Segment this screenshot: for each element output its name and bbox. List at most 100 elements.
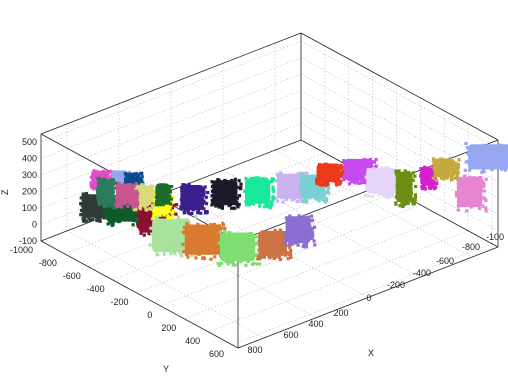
data-point (243, 253, 247, 257)
data-point (159, 232, 163, 236)
data-point (405, 176, 409, 180)
data-point (251, 243, 255, 247)
data-point (133, 191, 137, 195)
data-point (371, 195, 375, 199)
data-point (130, 195, 134, 199)
data-point (171, 195, 175, 199)
data-point (134, 219, 139, 223)
data-point (140, 204, 144, 208)
data-point (365, 184, 369, 188)
data-point (257, 253, 261, 257)
data-point (450, 178, 454, 182)
data-point (300, 173, 304, 177)
data-point (247, 249, 251, 253)
data-point (468, 168, 472, 172)
data-point (167, 223, 171, 227)
data-point (456, 166, 460, 170)
data-point (320, 183, 324, 187)
data-point (389, 185, 393, 189)
data-point (201, 238, 205, 242)
data-point (343, 166, 347, 170)
data-point (149, 184, 153, 188)
data-point (258, 233, 262, 237)
data-point (431, 185, 435, 189)
data-point (83, 204, 87, 208)
data-point (311, 174, 315, 178)
data-point (215, 193, 219, 197)
data-point (194, 256, 198, 260)
data-point (150, 193, 154, 197)
point-cluster (95, 177, 119, 210)
data-point (425, 168, 429, 172)
data-point (478, 192, 482, 196)
data-point (166, 204, 170, 209)
data-point (271, 187, 275, 192)
data-point (297, 214, 301, 218)
data-point (274, 246, 278, 250)
data-point (373, 184, 377, 188)
wall-grid-line (40, 73, 302, 176)
data-point (313, 243, 317, 247)
data-point (145, 205, 149, 209)
y-tick-label: -200 (110, 297, 128, 307)
data-point (380, 166, 384, 170)
data-point (308, 189, 312, 193)
data-point (475, 202, 479, 206)
data-point (85, 200, 89, 204)
data-point (93, 169, 98, 173)
data-point (97, 202, 101, 206)
data-point (83, 198, 87, 202)
data-point (152, 210, 156, 214)
data-point (231, 195, 235, 199)
data-point (119, 180, 123, 184)
data-point (475, 162, 479, 166)
data-point (400, 189, 405, 193)
data-point (167, 189, 171, 194)
data-point (83, 217, 87, 221)
data-point (212, 200, 216, 204)
y-tick-label: 400 (185, 336, 200, 346)
data-point (111, 222, 115, 226)
data-point (104, 185, 108, 189)
data-point (231, 180, 235, 184)
data-point (477, 187, 481, 191)
data-point (210, 180, 214, 184)
data-point (423, 187, 427, 191)
data-point (135, 193, 139, 197)
data-point (323, 168, 327, 172)
data-point (99, 187, 103, 191)
data-point (279, 192, 283, 196)
data-point (479, 187, 483, 191)
data-point (118, 191, 122, 196)
wall-grid-line (300, 40, 499, 149)
data-point (240, 258, 244, 262)
data-point (155, 253, 159, 257)
data-point (293, 238, 297, 242)
data-point (244, 176, 248, 181)
data-point (194, 248, 198, 252)
data-point (329, 170, 333, 174)
data-point (230, 190, 234, 194)
data-point (262, 195, 266, 199)
data-point (218, 230, 222, 234)
data-point (286, 252, 290, 256)
data-point (194, 226, 198, 230)
data-point (110, 206, 114, 210)
data-point (81, 193, 85, 198)
axes-box-edge (40, 240, 239, 349)
data-point (153, 249, 157, 253)
x-tick-label: 200 (333, 308, 348, 318)
data-point (258, 189, 262, 193)
data-point (357, 169, 361, 173)
data-point (427, 182, 431, 186)
data-point (403, 169, 407, 173)
data-point (165, 198, 170, 202)
data-point (258, 256, 262, 260)
data-point (320, 189, 324, 193)
data-point (182, 194, 186, 198)
data-point (95, 190, 100, 194)
data-point (167, 209, 171, 214)
data-point (395, 184, 399, 188)
data-point (366, 160, 370, 164)
data-point (300, 238, 304, 242)
